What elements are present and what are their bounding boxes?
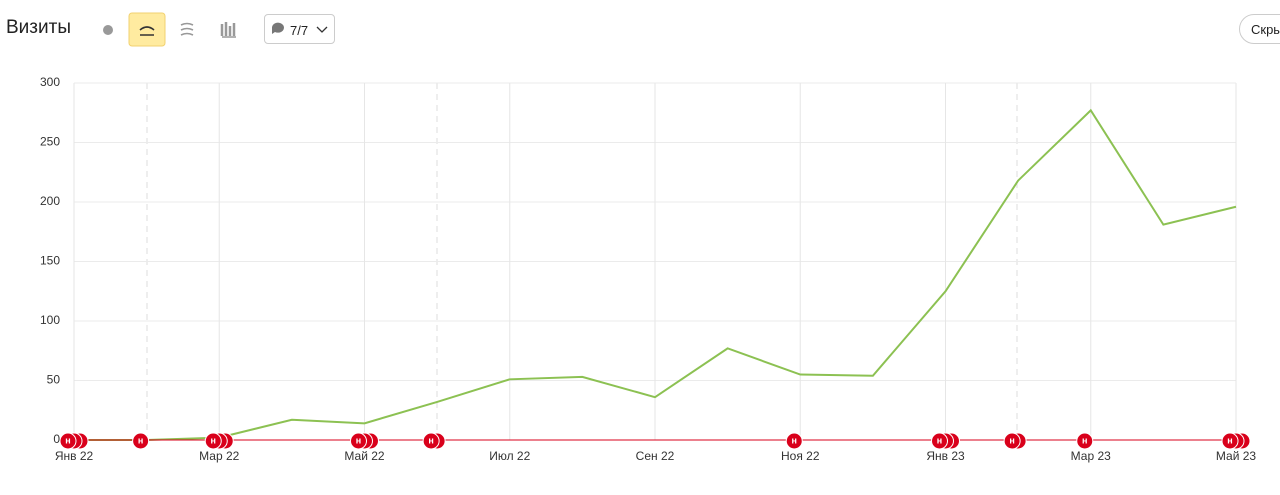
annotation-label: н: [211, 435, 216, 445]
annotation-circle: [1076, 432, 1094, 450]
annotation-circle: [931, 432, 948, 450]
comment-icon: [271, 22, 284, 34]
area-icon[interactable]: [180, 22, 194, 36]
x-tick-label: Сен 22: [636, 449, 675, 463]
annotation[interactable]: н: [931, 432, 960, 450]
hide-button[interactable]: Скрыть: [1239, 14, 1280, 44]
y-tick-label: 200: [40, 194, 60, 208]
line-icon: [139, 26, 155, 36]
annotation-circle: [785, 432, 803, 450]
annotation-circle: [132, 432, 150, 450]
annotation[interactable]: н: [204, 432, 234, 450]
annotation[interactable]: н: [1076, 432, 1094, 450]
x-tick-label: Янв 22: [55, 449, 94, 463]
annotation-circle: [204, 432, 222, 450]
annotation[interactable]: н: [785, 432, 803, 450]
annotation-circle: [350, 432, 367, 450]
annotation-circle: [59, 432, 77, 450]
annotations-count: 7/7: [290, 23, 309, 38]
y-tick-label: 300: [40, 75, 60, 89]
annotation[interactable]: н: [422, 432, 446, 450]
y-tick-label: 150: [40, 254, 60, 268]
annotation-label: н: [65, 435, 70, 445]
y-tick-label: 0: [53, 432, 60, 446]
y-tick-label: 250: [40, 135, 60, 149]
series-line: [74, 108, 1237, 441]
annotation-label: н: [1009, 435, 1014, 445]
annotation-label: н: [1227, 435, 1232, 445]
annotation[interactable]: н: [350, 432, 379, 450]
pie-icon[interactable]: [103, 25, 113, 35]
chevron: [316, 26, 328, 33]
annotation-label: н: [356, 435, 361, 445]
annotation-label: н: [937, 435, 942, 445]
x-tick-label: Янв 23: [926, 449, 965, 463]
x-tick-label: Ноя 22: [781, 449, 820, 463]
x-tick-label: Июл 22: [489, 449, 530, 463]
annotation-label: н: [428, 435, 433, 445]
x-tick-label: Мар 23: [1071, 449, 1111, 463]
y-tick-label: 50: [47, 373, 61, 387]
x-tick-label: Мар 22: [199, 449, 239, 463]
annotation-label: н: [792, 435, 797, 445]
annotation[interactable]: н: [132, 432, 150, 450]
y-tick-label: 100: [40, 313, 60, 327]
x-tick-label: Май 22: [344, 449, 385, 463]
toolbar: [103, 12, 236, 47]
annotation-label: н: [1082, 435, 1087, 445]
annotations-button[interactable]: 7/7: [264, 14, 335, 44]
title: Визиты: [6, 17, 71, 38]
annotation-circle: [422, 432, 440, 450]
annotation-circle: [1221, 432, 1239, 450]
annotation-label: н: [138, 435, 143, 445]
annotation[interactable]: н: [59, 432, 89, 450]
line-icon-selected[interactable]: [128, 12, 166, 47]
annotation-circle: [1003, 432, 1021, 450]
x-tick-label: Май 23: [1216, 449, 1257, 463]
bar-icon[interactable]: [220, 22, 236, 36]
annotation[interactable]: н: [1003, 432, 1027, 450]
annotation[interactable]: н: [1221, 432, 1251, 450]
